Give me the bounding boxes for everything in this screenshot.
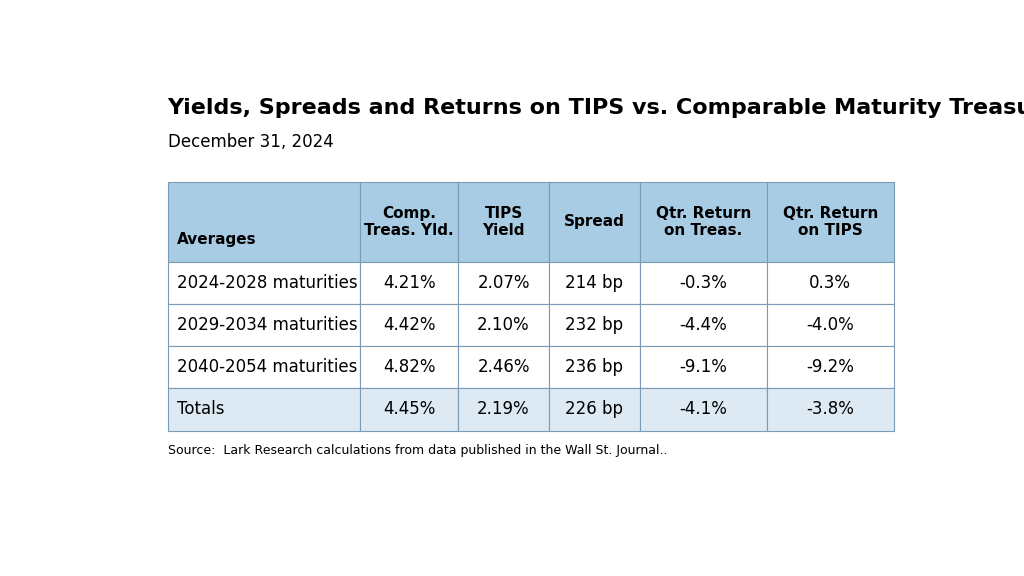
Text: 4.21%: 4.21% [383, 274, 435, 292]
Text: 2.07%: 2.07% [477, 274, 529, 292]
Bar [767, 182, 894, 262]
Text: 226 bp: 226 bp [565, 400, 624, 419]
Text: Yields, Spreads and Returns on TIPS vs. Comparable Maturity Treasurys: Yields, Spreads and Returns on TIPS vs. … [168, 98, 1024, 118]
Text: -9.2%: -9.2% [806, 358, 854, 376]
Bar [458, 388, 549, 431]
Bar [549, 304, 640, 346]
Bar [360, 346, 458, 388]
Text: 2024-2028 maturities: 2024-2028 maturities [177, 274, 357, 292]
Text: December 31, 2024: December 31, 2024 [168, 134, 334, 151]
Text: 4.82%: 4.82% [383, 358, 435, 376]
Text: Spread: Spread [564, 214, 625, 229]
Bar [458, 346, 549, 388]
Text: 2029-2034 maturities: 2029-2034 maturities [177, 316, 357, 334]
Bar [549, 262, 640, 304]
Text: 214 bp: 214 bp [565, 274, 624, 292]
Bar [767, 262, 894, 304]
Text: -4.0%: -4.0% [807, 316, 854, 334]
Text: Comp.
Treas. Yld.: Comp. Treas. Yld. [365, 206, 454, 238]
Bar [360, 262, 458, 304]
Bar [640, 182, 767, 262]
Bar [640, 304, 767, 346]
Bar [458, 304, 549, 346]
Text: -4.1%: -4.1% [679, 400, 727, 419]
Text: 2.10%: 2.10% [477, 316, 529, 334]
Bar [767, 388, 894, 431]
Text: 236 bp: 236 bp [565, 358, 624, 376]
Bar [168, 262, 360, 304]
Text: Averages: Averages [177, 232, 257, 247]
Text: -3.8%: -3.8% [806, 400, 854, 419]
Bar [458, 182, 549, 262]
Text: 2.46%: 2.46% [477, 358, 529, 376]
Bar [168, 346, 360, 388]
Bar [640, 262, 767, 304]
Text: Totals: Totals [177, 400, 224, 419]
Bar [168, 182, 360, 262]
Text: 232 bp: 232 bp [565, 316, 624, 334]
Text: 0.3%: 0.3% [809, 274, 851, 292]
Bar [767, 304, 894, 346]
Bar [549, 346, 640, 388]
Text: 4.42%: 4.42% [383, 316, 435, 334]
Bar [549, 388, 640, 431]
Bar [360, 182, 458, 262]
Bar [360, 304, 458, 346]
Text: Source:  Lark Research calculations from data published in the Wall St. Journal.: Source: Lark Research calculations from … [168, 444, 668, 457]
Text: Qtr. Return
on TIPS: Qtr. Return on TIPS [782, 206, 878, 238]
Bar [640, 346, 767, 388]
Bar [168, 388, 360, 431]
Text: -4.4%: -4.4% [679, 316, 727, 334]
Text: 2.19%: 2.19% [477, 400, 529, 419]
Text: Qtr. Return
on Treas.: Qtr. Return on Treas. [655, 206, 751, 238]
Bar [640, 388, 767, 431]
Text: TIPS
Yield: TIPS Yield [482, 206, 524, 238]
Text: 2040-2054 maturities: 2040-2054 maturities [177, 358, 357, 376]
Text: 4.45%: 4.45% [383, 400, 435, 419]
Bar [458, 262, 549, 304]
Bar [360, 388, 458, 431]
Bar [168, 304, 360, 346]
Text: -9.1%: -9.1% [679, 358, 727, 376]
Bar [549, 182, 640, 262]
Text: -0.3%: -0.3% [679, 274, 727, 292]
Bar [767, 346, 894, 388]
